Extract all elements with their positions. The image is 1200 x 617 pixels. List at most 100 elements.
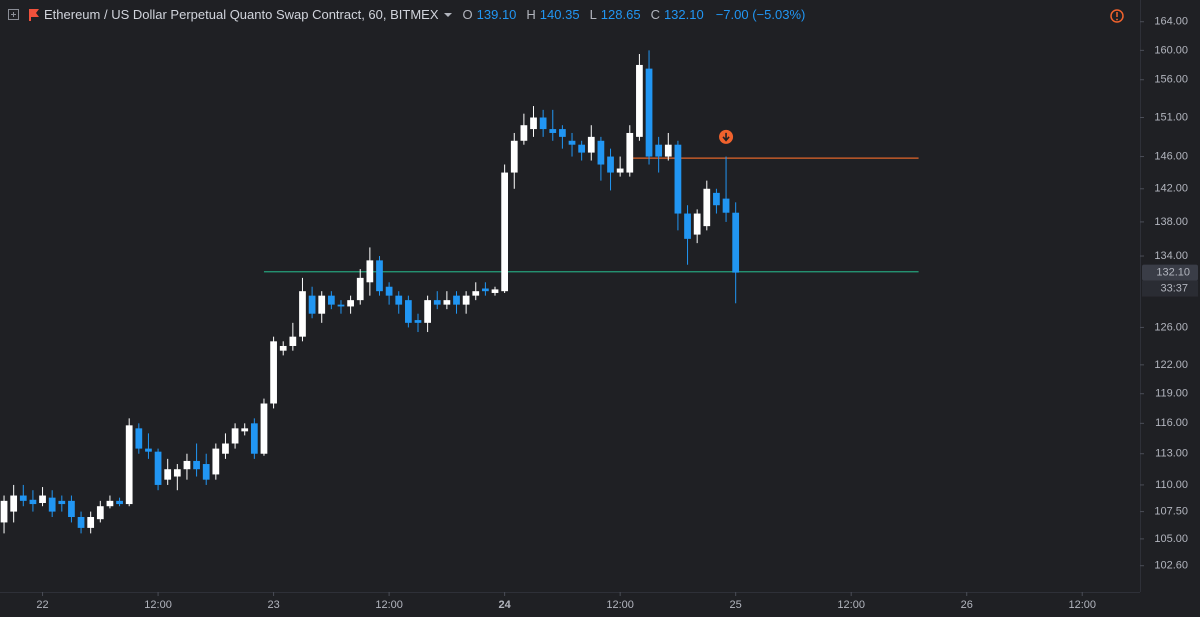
candle-body	[559, 129, 566, 137]
candle-body	[520, 125, 528, 141]
symbol-title[interactable]: Ethereum / US Dollar Perpetual Quanto Sw…	[44, 7, 439, 22]
candle-body	[510, 140, 518, 173]
candle-body	[636, 64, 643, 137]
candle-body	[530, 117, 537, 130]
price-change: −7.00 (−5.03%)	[715, 7, 806, 22]
candle-body	[289, 336, 297, 346]
candle-body	[395, 295, 403, 305]
candle-body	[347, 300, 354, 307]
candle-body	[674, 144, 682, 214]
candle-body	[212, 448, 220, 475]
y-tick-label: 119.00	[1155, 388, 1188, 400]
dropdown-icon[interactable]	[443, 11, 453, 19]
candle-body	[116, 500, 123, 505]
y-tick-label: 122.00	[1154, 359, 1188, 371]
x-tick-label: 12:00	[837, 599, 865, 611]
candle-body	[77, 517, 85, 528]
candle-body	[87, 517, 95, 528]
candle-body	[404, 300, 412, 323]
candle-body	[154, 451, 162, 485]
ohlc-label: H	[526, 7, 536, 22]
candle-body	[626, 132, 634, 173]
warning-icon-dot	[1116, 18, 1118, 21]
expand-icon[interactable]	[8, 8, 20, 21]
candle-body	[327, 295, 335, 305]
y-tick-label: 138.00	[1154, 216, 1188, 228]
candle-body	[279, 345, 287, 351]
candle-body	[250, 423, 258, 454]
y-tick-label: 105.00	[1154, 533, 1188, 545]
x-tick-label: 12:00	[375, 599, 403, 611]
candle-body	[376, 260, 383, 292]
candle-body	[453, 295, 460, 305]
candle-body	[568, 140, 576, 145]
warning-icon[interactable]	[1110, 9, 1124, 23]
ohlc-value: 128.65	[600, 7, 641, 22]
y-tick-label: 110.00	[1155, 479, 1188, 491]
candle-body	[19, 495, 27, 501]
candle-body	[183, 460, 191, 470]
y-tick-label: 151.00	[1154, 111, 1188, 123]
price-axis-panel	[1140, 0, 1200, 617]
countdown-label: 33:37	[1160, 283, 1188, 295]
candle-body	[106, 500, 114, 507]
candle-body	[202, 464, 210, 480]
x-tick-label: 25	[730, 599, 742, 611]
last-price-label: 132.10	[1156, 267, 1190, 279]
candle-body	[39, 495, 46, 503]
candle-body	[482, 288, 489, 292]
candle-body	[462, 295, 470, 305]
y-tick-label: 107.50	[1154, 506, 1188, 518]
candle-body	[587, 136, 595, 153]
y-tick-label: 156.00	[1154, 74, 1188, 86]
candle-body	[10, 495, 18, 512]
candle-body	[68, 500, 75, 518]
candle-body	[424, 300, 431, 323]
candle-body	[366, 260, 374, 283]
y-tick-label: 126.00	[1154, 321, 1188, 333]
x-tick-label: 12:00	[1068, 599, 1096, 611]
candle-body	[29, 499, 37, 505]
candle-body	[231, 428, 239, 444]
signal-arrow	[722, 132, 730, 142]
candle-body	[722, 198, 730, 213]
candle-body	[308, 295, 316, 314]
candle-body	[693, 213, 701, 235]
candle-body	[684, 213, 691, 239]
candle-body	[501, 172, 509, 292]
candle-body	[193, 460, 200, 470]
flag-icon[interactable]	[28, 8, 40, 22]
countdown-badge	[1142, 280, 1198, 297]
candle-body	[703, 188, 711, 227]
candle-body	[222, 443, 229, 454]
candle-body	[414, 320, 422, 323]
candle-body	[732, 212, 740, 273]
last-price-badge	[1142, 264, 1198, 281]
candle-body	[539, 117, 547, 130]
candle-body	[173, 469, 181, 477]
ohlc-label: O	[462, 7, 473, 22]
x-tick-label: 23	[267, 599, 279, 611]
y-tick-label: 164.00	[1154, 16, 1188, 28]
candle-body	[241, 428, 249, 432]
y-tick-label: 134.00	[1154, 250, 1188, 262]
x-tick-label: 26	[961, 599, 973, 611]
candle-body	[607, 156, 614, 173]
candle-body	[337, 304, 345, 307]
candle-body	[318, 295, 326, 314]
candle-body	[164, 469, 172, 480]
candle-body	[96, 506, 104, 520]
candle-body	[356, 277, 364, 301]
candle-body	[58, 500, 66, 505]
candle-body	[145, 448, 152, 452]
x-tick-label: 12:00	[606, 599, 634, 611]
candle-body	[443, 300, 451, 305]
ohlc-label: C	[650, 7, 660, 22]
y-tick-label: 142.00	[1154, 183, 1188, 195]
candle-body	[491, 289, 499, 293]
candle-body	[616, 168, 624, 173]
candle-body	[270, 341, 277, 404]
candle-body	[0, 500, 8, 523]
